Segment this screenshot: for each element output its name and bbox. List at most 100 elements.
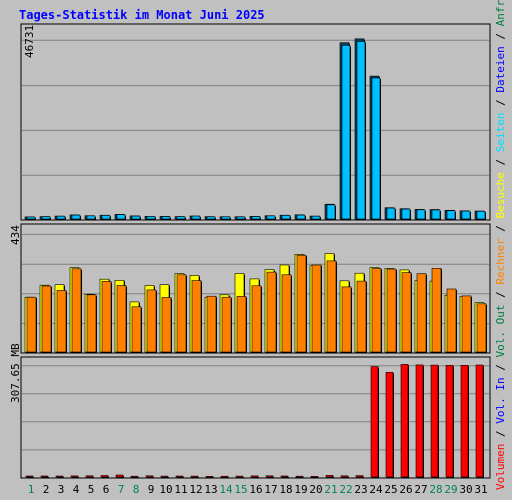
x-tick-label: 6	[103, 483, 110, 496]
legend-volout: Vol. Out	[494, 304, 507, 358]
panel-requests	[20, 23, 491, 221]
legend-rechner: Rechner	[494, 238, 507, 285]
bar-volumen-shadow	[312, 477, 319, 479]
bar-rechner	[311, 264, 322, 353]
bar-volumen-shadow	[237, 477, 244, 479]
bar-dateien	[401, 208, 411, 220]
legend-besuche: Besuche	[494, 172, 507, 219]
legend-volin: Vol. In	[494, 377, 507, 424]
bar-rechner	[161, 297, 172, 353]
bar-rechner	[146, 289, 157, 353]
bar-volumen-shadow	[252, 476, 259, 478]
bar-dateien	[161, 216, 171, 220]
bar-dateien	[206, 216, 216, 220]
bar-rechner	[356, 280, 367, 353]
bar-dateien	[191, 215, 201, 220]
bar-volumen	[460, 364, 469, 478]
bar-rechner	[446, 288, 457, 353]
bar-volumen-shadow	[297, 477, 304, 479]
legend-sep: /	[494, 284, 507, 305]
bar-volumen	[160, 475, 169, 478]
bar-dateien	[296, 214, 306, 220]
bar-rechner	[191, 280, 202, 353]
x-tick-label: 30	[459, 483, 472, 496]
legend-sep: /	[494, 357, 507, 378]
bar-rechner	[386, 268, 397, 353]
bar-volumen	[145, 475, 154, 478]
x-tick-label: 5	[88, 483, 95, 496]
bar-volumen	[130, 475, 139, 478]
bar-volumen-shadow	[72, 476, 79, 478]
x-tick-label: 21	[324, 483, 337, 496]
bottom-max-label: 307.65 MB	[9, 343, 22, 403]
bar-volumen-shadow	[147, 476, 154, 478]
bar-rechner	[206, 295, 217, 353]
legend-sep: /	[494, 218, 507, 239]
bar-rechner	[221, 296, 232, 353]
chart-title: Tages-Statistik im Monat Juni 2025	[19, 8, 265, 22]
bar-dateien	[461, 210, 471, 220]
bar-volumen	[475, 364, 484, 478]
bar-dateien	[281, 215, 291, 220]
bar-volumen	[400, 364, 409, 478]
bar-volumen	[205, 475, 214, 478]
x-tick-label: 8	[133, 483, 140, 496]
legend-anfragen: Anfragen	[494, 0, 507, 26]
bar-volumen	[40, 475, 49, 478]
legend-sep: /	[494, 26, 507, 47]
legend-dateien: Dateien	[494, 46, 507, 93]
bar-volumen	[310, 475, 319, 478]
bar-dateien	[371, 77, 381, 220]
bar-volumen-shadow	[132, 477, 139, 479]
x-tick-label: 10	[159, 483, 172, 496]
bar-dateien	[266, 215, 276, 220]
bar-volumen	[250, 475, 259, 478]
bar-volumen	[100, 475, 109, 478]
bar-volumen-shadow	[57, 477, 64, 478]
legend-sep: /	[494, 152, 507, 173]
bar-dateien	[326, 204, 336, 220]
bar-volumen	[70, 475, 79, 478]
legend-seiten: Seiten	[494, 112, 507, 153]
bar-dateien	[341, 45, 351, 220]
x-tick-label: 7	[118, 483, 125, 496]
bar-rechner	[401, 272, 412, 353]
x-tick-label: 2	[43, 483, 50, 496]
bar-volumen-shadow	[222, 477, 229, 479]
x-tick-label: 1	[28, 483, 35, 496]
bar-volumen	[115, 474, 124, 478]
bar-dateien	[251, 216, 261, 220]
bar-dateien	[146, 216, 156, 220]
bar-volumen	[175, 475, 184, 478]
bar-volumen	[355, 475, 364, 478]
bar-volumen	[25, 475, 34, 478]
legend-sep: /	[494, 423, 507, 444]
top-max-label: 46731	[23, 24, 36, 58]
bar-rechner	[326, 260, 337, 353]
bar-dateien	[356, 41, 366, 220]
bar-dateien	[116, 214, 126, 220]
bar-volumen-shadow	[207, 477, 214, 479]
bar-dateien	[41, 216, 51, 220]
bar-volumen-shadow	[177, 477, 184, 478]
bar-volumen	[445, 365, 454, 478]
bar-rechner	[101, 281, 112, 353]
bar-volumen	[85, 475, 94, 478]
x-tick-label: 22	[339, 483, 352, 496]
bar-dateien	[221, 216, 231, 220]
bar-volumen	[280, 475, 289, 478]
bar-dateien	[101, 215, 111, 220]
bar-dateien	[131, 215, 141, 220]
bar-rechner	[41, 285, 52, 353]
bar-volumen	[340, 475, 349, 478]
bar-rechner	[431, 267, 442, 353]
bar-rechner	[296, 254, 307, 353]
bar-volumen	[235, 475, 244, 478]
bar-dateien	[26, 216, 36, 220]
bar-rechner	[176, 274, 187, 353]
bar-volumen-shadow	[162, 477, 169, 479]
x-tick-label: 23	[354, 483, 367, 496]
x-tick-label: 19	[294, 483, 307, 496]
bar-rechner	[26, 296, 37, 353]
